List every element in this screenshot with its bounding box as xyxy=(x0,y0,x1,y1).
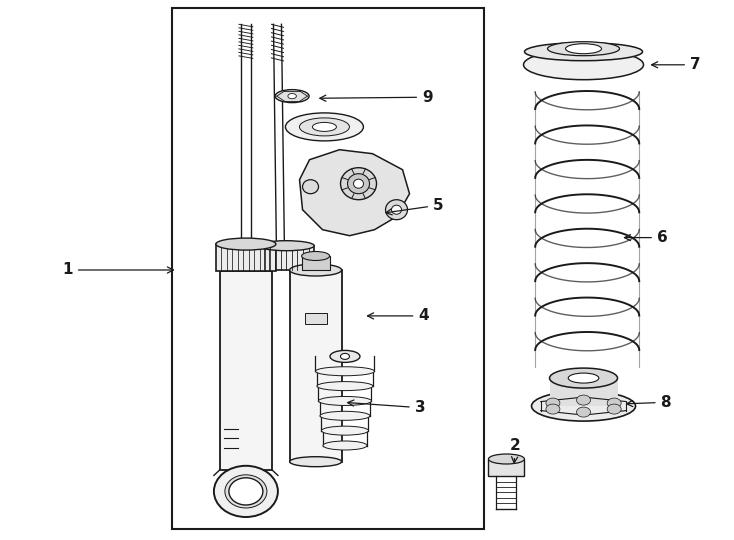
Ellipse shape xyxy=(299,118,349,136)
Ellipse shape xyxy=(321,426,368,435)
Ellipse shape xyxy=(354,179,363,188)
Ellipse shape xyxy=(302,180,319,194)
Ellipse shape xyxy=(488,454,525,464)
Text: 6: 6 xyxy=(625,230,668,245)
Ellipse shape xyxy=(286,113,363,141)
Ellipse shape xyxy=(550,368,617,388)
Ellipse shape xyxy=(290,264,341,276)
Text: 8: 8 xyxy=(627,395,671,410)
Ellipse shape xyxy=(576,407,591,417)
Ellipse shape xyxy=(275,90,309,103)
Ellipse shape xyxy=(290,457,341,467)
Ellipse shape xyxy=(568,373,599,383)
Ellipse shape xyxy=(391,205,401,214)
Bar xyxy=(290,270,341,462)
Ellipse shape xyxy=(607,404,621,414)
Bar xyxy=(305,313,327,324)
Ellipse shape xyxy=(214,466,278,517)
Text: 7: 7 xyxy=(652,57,700,72)
Text: 5: 5 xyxy=(386,198,443,215)
Text: 3: 3 xyxy=(348,400,425,415)
Polygon shape xyxy=(299,150,410,235)
Bar xyxy=(258,246,314,270)
Ellipse shape xyxy=(565,44,602,53)
Bar xyxy=(302,256,330,270)
Ellipse shape xyxy=(347,174,369,194)
Ellipse shape xyxy=(288,93,297,99)
Ellipse shape xyxy=(525,43,642,60)
Bar xyxy=(550,378,617,406)
Ellipse shape xyxy=(341,168,377,200)
Ellipse shape xyxy=(607,398,621,408)
Ellipse shape xyxy=(341,353,349,360)
Bar xyxy=(216,244,276,271)
Text: 4: 4 xyxy=(368,308,429,323)
Bar xyxy=(488,459,525,476)
Ellipse shape xyxy=(225,475,267,508)
Ellipse shape xyxy=(313,123,336,131)
Ellipse shape xyxy=(546,398,560,408)
Ellipse shape xyxy=(216,238,276,250)
Ellipse shape xyxy=(546,404,560,414)
Text: 9: 9 xyxy=(320,90,432,105)
Ellipse shape xyxy=(319,396,371,406)
Ellipse shape xyxy=(229,478,263,505)
Ellipse shape xyxy=(302,252,330,260)
Bar xyxy=(172,8,484,529)
Text: 2: 2 xyxy=(510,438,521,463)
Ellipse shape xyxy=(531,391,636,421)
Ellipse shape xyxy=(317,382,373,390)
Ellipse shape xyxy=(320,411,370,420)
Bar xyxy=(220,271,272,470)
Ellipse shape xyxy=(576,395,591,405)
Ellipse shape xyxy=(323,441,367,450)
Text: 1: 1 xyxy=(62,262,173,278)
Ellipse shape xyxy=(316,367,374,376)
Ellipse shape xyxy=(523,50,644,80)
Ellipse shape xyxy=(330,350,360,362)
Ellipse shape xyxy=(258,241,314,251)
Ellipse shape xyxy=(548,42,619,56)
Ellipse shape xyxy=(385,200,407,220)
